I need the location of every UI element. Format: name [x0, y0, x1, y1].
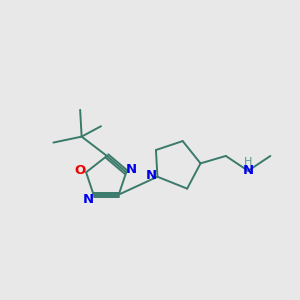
- Text: N: N: [242, 164, 253, 177]
- Text: N: N: [82, 193, 94, 206]
- Text: N: N: [146, 169, 157, 182]
- Text: H: H: [244, 158, 252, 167]
- Text: O: O: [74, 164, 85, 177]
- Text: N: N: [126, 163, 137, 176]
